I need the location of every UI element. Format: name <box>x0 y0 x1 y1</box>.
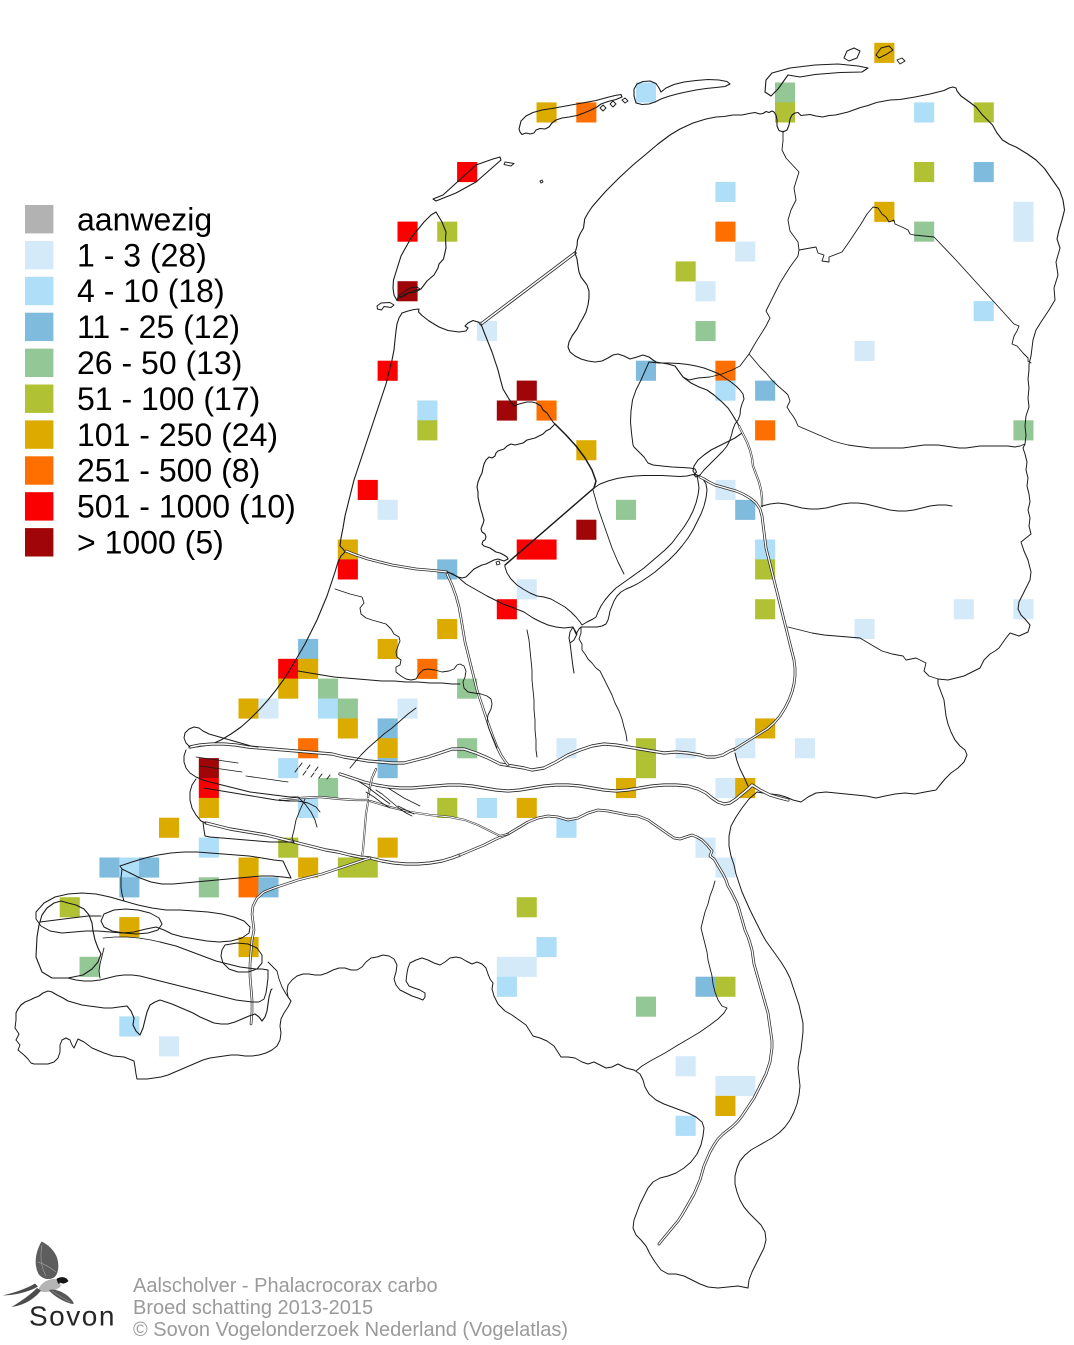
svg-text:11 - 25 (12): 11 - 25 (12) <box>77 309 240 345</box>
svg-text:51 - 100 (17): 51 - 100 (17) <box>77 381 260 417</box>
svg-text:26 - 50 (13): 26 - 50 (13) <box>77 345 242 381</box>
svg-text:Aalscholver - Phalacrocorax ca: Aalscholver - Phalacrocorax carbo <box>133 1275 438 1297</box>
svg-text:4 - 10 (18): 4 - 10 (18) <box>77 273 225 309</box>
svg-text:101 - 250 (24): 101 - 250 (24) <box>77 417 278 453</box>
svg-text:251 - 500 (8): 251 - 500 (8) <box>77 453 260 489</box>
svg-text:Broed schatting 2013-2015: Broed schatting 2013-2015 <box>133 1297 373 1319</box>
svg-text:> 1000 (5): > 1000 (5) <box>77 525 224 561</box>
svg-text:aanwezig: aanwezig <box>77 201 212 237</box>
svg-text:1 - 3 (28): 1 - 3 (28) <box>77 237 207 273</box>
svg-text:Sovon: Sovon <box>29 1301 116 1332</box>
svg-text:© Sovon Vogelonderzoek Nederla: © Sovon Vogelonderzoek Nederland (Vogela… <box>133 1319 568 1340</box>
svg-text:501 - 1000 (10): 501 - 1000 (10) <box>77 489 296 525</box>
